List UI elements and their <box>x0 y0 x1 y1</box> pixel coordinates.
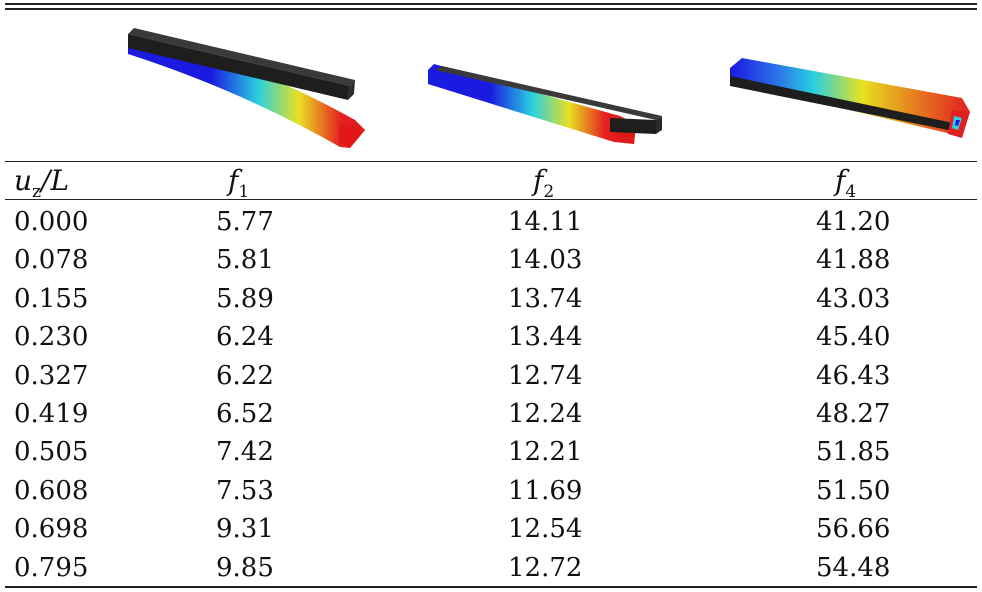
table-cell: 54.48 <box>816 552 891 583</box>
table-cell: 0.419 <box>14 399 89 429</box>
mode-shape-f2-image <box>428 64 662 144</box>
table-cell: 5.81 <box>216 245 274 276</box>
table-cell: 9.31 <box>216 514 274 545</box>
table-cell: 6.24 <box>216 322 274 353</box>
figure-row-rule <box>5 161 977 162</box>
table-cell: 11.69 <box>508 475 583 506</box>
table-cell: 5.77 <box>216 207 274 237</box>
table-cell: 56.66 <box>816 514 891 545</box>
header-f1-sub: 1 <box>238 182 250 202</box>
table-top-rule-second <box>5 8 977 10</box>
table-row: 0.505 7.42 12.21 51.85 <box>0 432 982 472</box>
header-f2: f2 <box>533 163 555 202</box>
table-row: 0.698 9.31 12.54 56.66 <box>0 509 982 549</box>
header-f4: f4 <box>835 163 857 202</box>
header-rule <box>5 199 977 200</box>
table-cell: 12.54 <box>508 514 583 545</box>
table-cell: 12.21 <box>508 437 583 468</box>
table-cell: 51.50 <box>816 475 891 506</box>
table-cell: 0.230 <box>14 322 89 353</box>
table-row: 0.419 6.52 12.24 48.27 <box>0 394 982 434</box>
table-cell: 48.27 <box>816 399 891 429</box>
mode-shape-f4-image <box>730 58 970 138</box>
table-row: 0.327 6.22 12.74 46.43 <box>0 356 982 396</box>
header-uz-sub: z <box>32 182 42 202</box>
table-cell: 0.155 <box>14 283 89 314</box>
table-bottom-rule <box>5 586 977 588</box>
table-cell: 9.85 <box>216 552 274 583</box>
table-row: 0.230 6.24 13.44 45.40 <box>0 317 982 357</box>
table-cell: 14.11 <box>508 207 583 237</box>
table-cell: 0.608 <box>14 475 89 506</box>
mode-shape-f1-image <box>128 28 365 148</box>
table-cell: 45.40 <box>816 322 891 353</box>
table-row: 0.795 9.85 12.72 54.48 <box>0 548 982 588</box>
table-cell: 6.52 <box>216 399 274 429</box>
table-top-rule <box>5 3 977 5</box>
header-f1: f1 <box>228 163 250 202</box>
table-cell: 12.74 <box>508 360 583 391</box>
table-cell: 0.078 <box>14 245 89 276</box>
table-row: 0.608 7.53 11.69 51.50 <box>0 471 982 511</box>
header-f2-main: f <box>533 164 544 197</box>
table-row: 0.000 5.77 14.11 41.20 <box>0 202 982 242</box>
table-cell: 5.89 <box>216 283 274 314</box>
table-cell: 14.03 <box>508 245 583 276</box>
table-cell: 0.000 <box>14 207 89 237</box>
table-cell: 7.53 <box>216 475 274 506</box>
table-cell: 51.85 <box>816 437 891 468</box>
table-cell: 12.72 <box>508 552 583 583</box>
table-cell: 0.795 <box>14 552 89 583</box>
header-uz-main: u <box>14 164 33 197</box>
header-f4-main: f <box>835 164 846 197</box>
table-cell: 0.505 <box>14 437 89 468</box>
table-cell: 41.88 <box>816 245 891 276</box>
header-f4-sub: 4 <box>845 182 857 202</box>
table-cell: 43.03 <box>816 283 891 314</box>
table-row: 0.078 5.81 14.03 41.88 <box>0 240 982 280</box>
table-cell: 6.22 <box>216 360 274 391</box>
table-cell: 12.24 <box>508 399 583 429</box>
table-cell: 13.44 <box>508 322 583 353</box>
table-cell: 46.43 <box>816 360 891 391</box>
table-cell: 0.698 <box>14 514 89 545</box>
header-uz-tail: /L <box>41 164 70 197</box>
table-cell: 7.42 <box>216 437 274 468</box>
table-cell: 13.74 <box>508 283 583 314</box>
header-f1-main: f <box>228 164 239 197</box>
table-cell: 0.327 <box>14 360 89 391</box>
header-f2-sub: 2 <box>543 182 555 202</box>
table-row: 0.155 5.89 13.74 43.03 <box>0 279 982 319</box>
header-uz-over-l: uz/L <box>14 163 70 202</box>
table-cell: 41.20 <box>816 207 891 237</box>
